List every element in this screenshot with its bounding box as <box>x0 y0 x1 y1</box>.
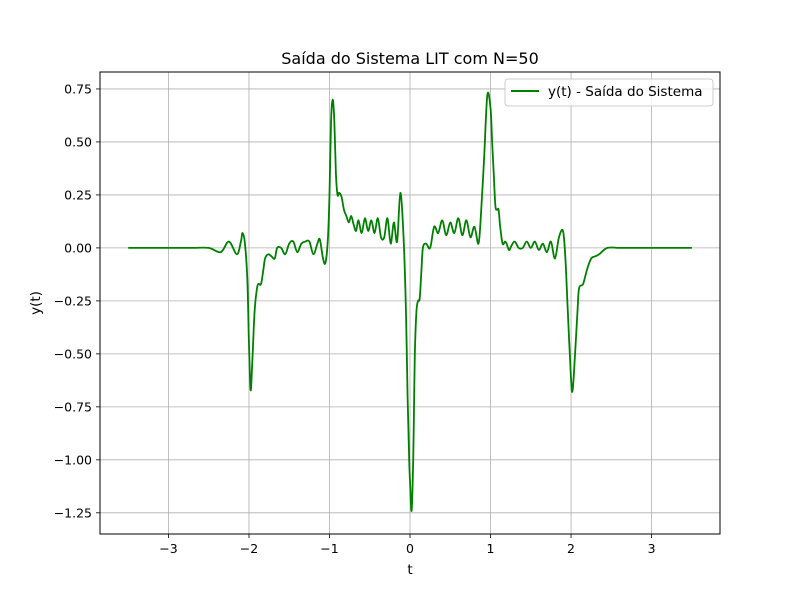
y-tick-label: −0.50 <box>54 346 92 361</box>
x-tick-label: 2 <box>567 541 575 556</box>
x-tick-label: 1 <box>487 541 495 556</box>
x-axis-label: t <box>407 562 412 578</box>
series-line <box>128 91 692 512</box>
x-tick-label: 0 <box>406 541 414 556</box>
y-tick-label: 0.00 <box>64 240 92 255</box>
series-group <box>128 91 692 512</box>
x-tick-label: −1 <box>320 541 338 556</box>
y-tick-label: 0.50 <box>64 134 92 149</box>
y-tick-label: −1.25 <box>54 505 92 520</box>
x-axis: −3 −2 −1 0 1 2 3 <box>159 534 656 556</box>
legend: y(t) - Saída do Sistema <box>504 78 714 107</box>
x-tick-label: −2 <box>240 541 258 556</box>
y-tick-label: −0.75 <box>54 399 92 414</box>
y-tick-label: 0.75 <box>64 81 92 96</box>
y-axis: 0.75 0.50 0.25 0.00 −0.25 −0.50 −0.75 −1.00 −1.2… <box>54 81 100 520</box>
y-tick-label: 0.25 <box>64 187 92 202</box>
y-tick-label: −0.25 <box>54 293 92 308</box>
legend-box <box>504 78 714 107</box>
legend-label: y(t) - Saída do Sistema <box>548 84 703 100</box>
x-tick-label: 3 <box>648 541 656 556</box>
y-tick-label: −1.00 <box>54 452 92 467</box>
x-tick-label: −3 <box>159 541 177 556</box>
y-axis-label: y(t) <box>28 291 44 315</box>
chart-title: Saída do Sistema LIT com N=50 <box>281 49 539 68</box>
